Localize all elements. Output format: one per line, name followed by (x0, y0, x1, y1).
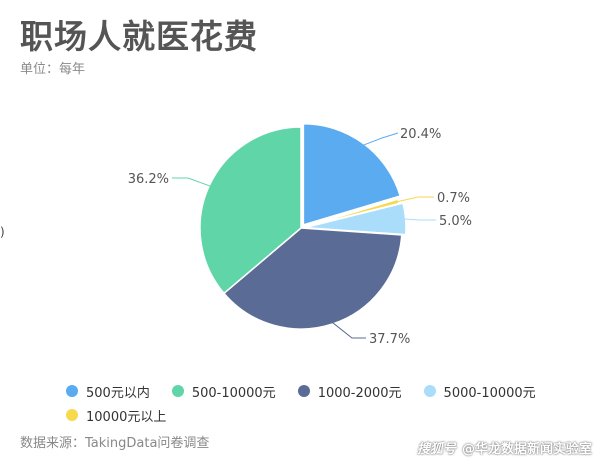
legend-marker (171, 385, 184, 397)
data-source-note: 数据来源：TakingData问卷调查 (20, 436, 210, 451)
chart-title: 职场人就医花费 (20, 17, 258, 56)
data-label: 5.0% (439, 214, 472, 229)
legend-item[interactable]: 1000-2000元 (297, 381, 402, 401)
data-label: 0.7% (437, 191, 470, 206)
legend-marker (297, 385, 310, 397)
watermark-account: @华龙数据新闻实验室 (461, 442, 592, 457)
legend-item[interactable]: 500元以内 (66, 381, 150, 401)
edge-glyph: ) (0, 225, 5, 239)
legend-label: 1000-2000元 (317, 385, 402, 401)
watermark: 搜狐号 @华龙数据新闻实验室 (417, 438, 592, 457)
chart-subtitle: 单位：每年 (20, 62, 86, 77)
leader-line (362, 132, 399, 146)
legend-marker (66, 385, 78, 397)
pie-chart: 20.4% 0.7% 5.0% 37.7% 36.2% (128, 123, 472, 347)
legend-marker (66, 409, 78, 421)
leader-line (172, 177, 212, 187)
leader-line (331, 321, 366, 339)
legend-item[interactable]: 500-10000元 (171, 381, 276, 401)
data-label: 36.2% (128, 172, 169, 187)
data-label: 20.4% (400, 127, 441, 142)
legend-item[interactable]: 10000元以上 (66, 405, 166, 425)
watermark-logo: 搜狐号 (416, 442, 456, 457)
legend-label: 500-10000元 (191, 385, 276, 401)
pie-slice (222, 227, 403, 330)
legend-marker (423, 385, 436, 397)
chart-legend: 500元以内 500-10000元 1000-2000元 5000-10000元 100… (66, 381, 586, 429)
legend-label: 5000-10000元 (443, 385, 536, 401)
legend-item[interactable]: 5000-10000元 (423, 381, 536, 401)
legend-label: 10000元以上 (86, 409, 167, 425)
legend-label: 500元以内 (86, 385, 150, 401)
leader-line (403, 218, 436, 221)
pie-slice (302, 123, 402, 226)
data-label: 37.7% (369, 332, 410, 347)
leader-line (396, 196, 434, 203)
